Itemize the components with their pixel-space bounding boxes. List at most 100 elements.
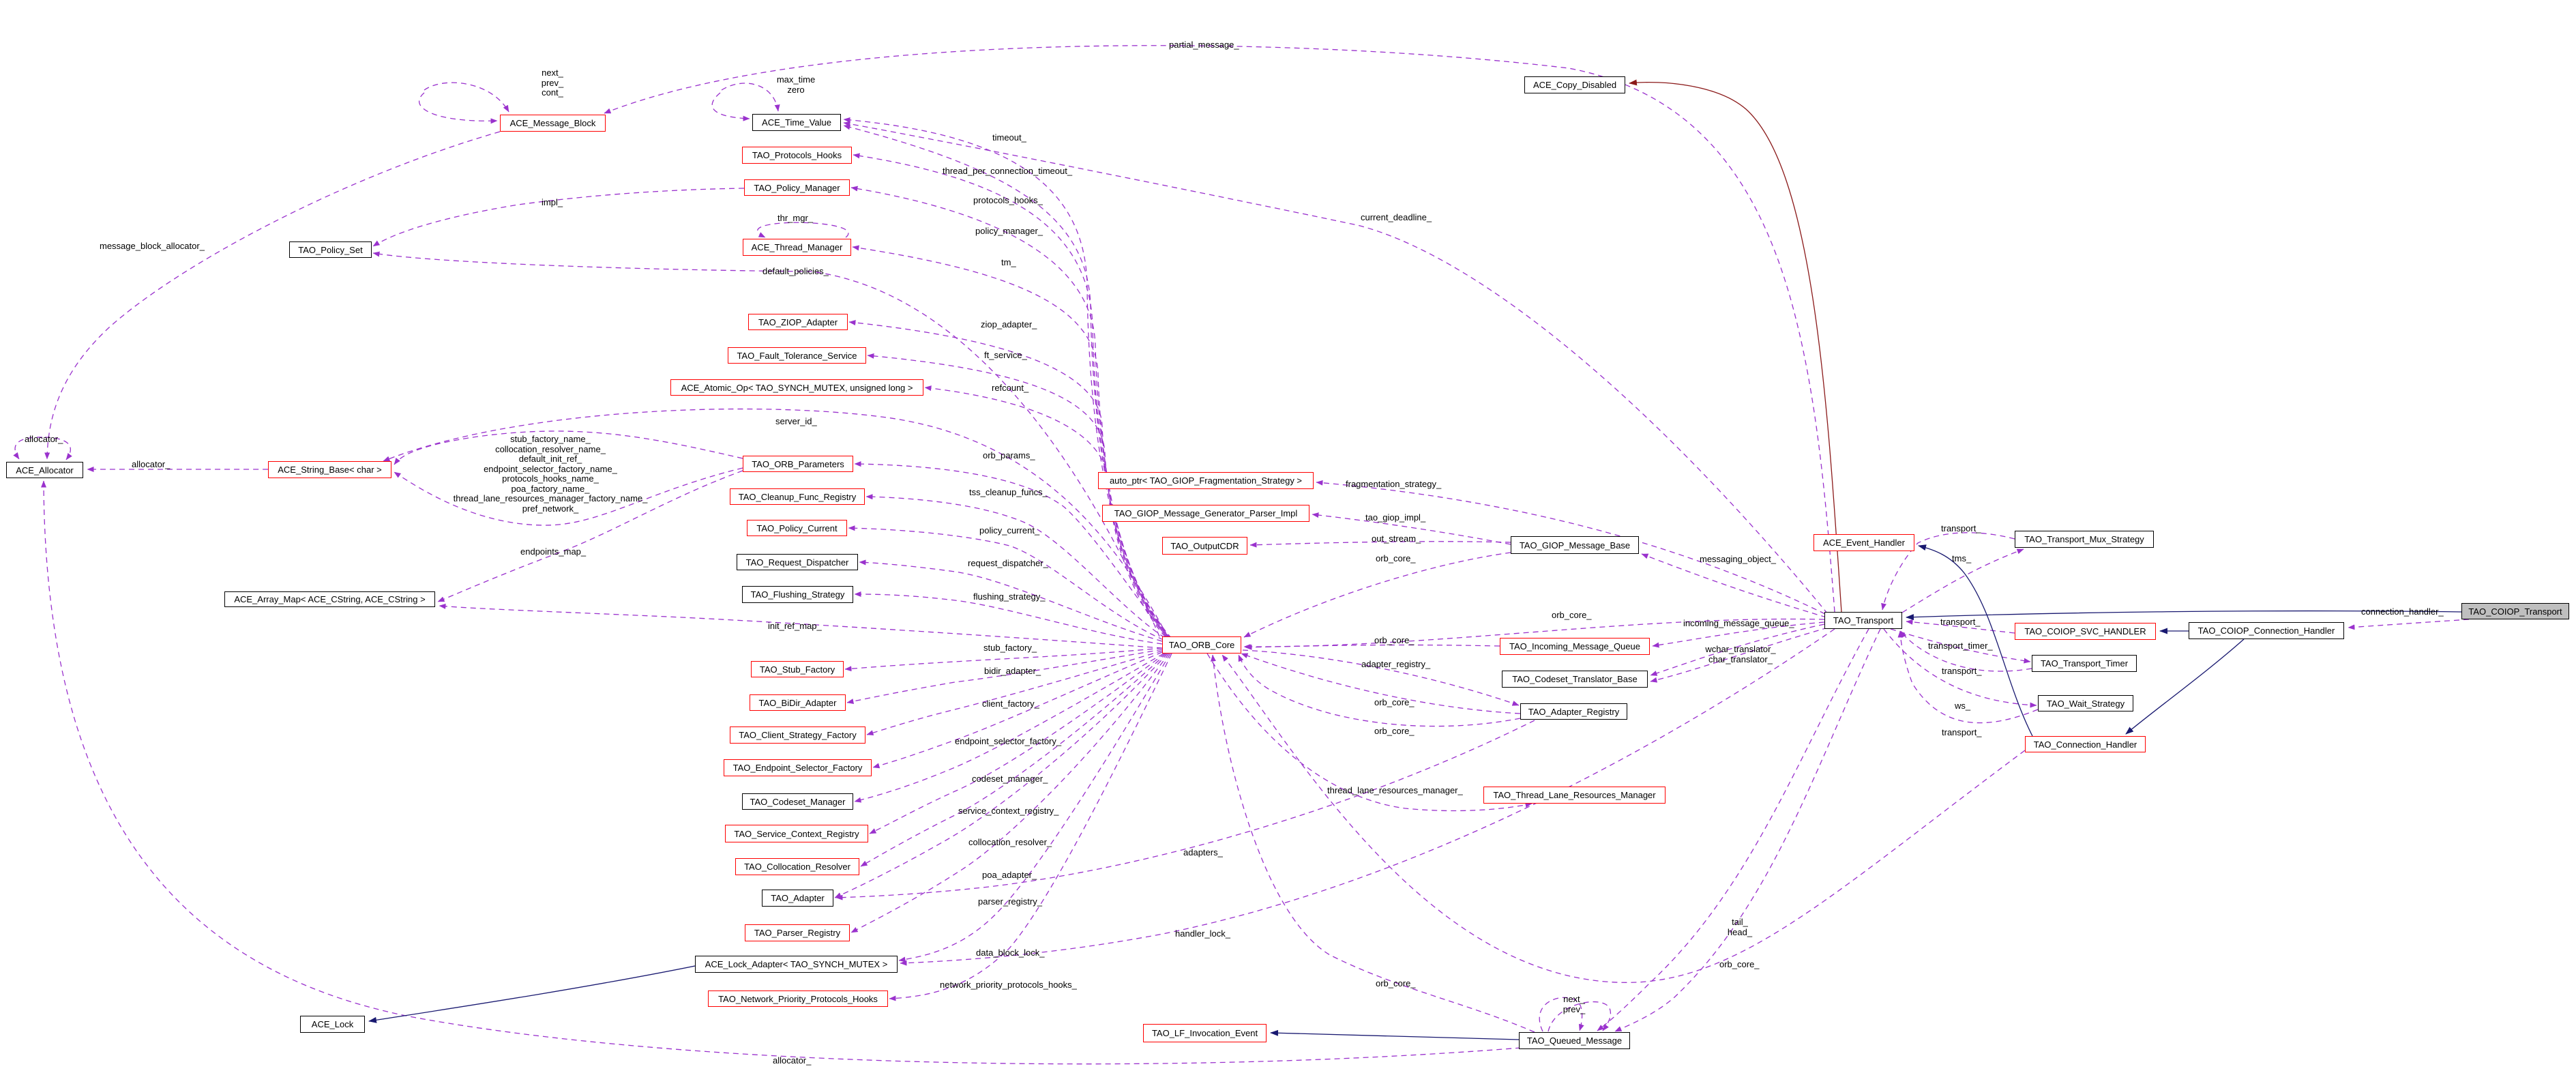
edge-transport-fragmentation-strategy bbox=[1316, 480, 1826, 615]
edge-label-client-factory: client_factory_ bbox=[982, 699, 1039, 709]
node-ace_string_base[interactable]: ACE_String_Base< char > bbox=[268, 461, 391, 478]
edge-allocator-self-loop-b bbox=[44, 437, 72, 460]
edge-label-thr-mgr: thr_mgr_ bbox=[778, 213, 814, 223]
edge-orb-core-timeout bbox=[843, 117, 1168, 639]
node-tao_protocols_hooks[interactable]: TAO_Protocols_Hooks bbox=[742, 147, 852, 164]
node-tao_client_strategy_factory[interactable]: TAO_Client_Strategy_Factory bbox=[730, 727, 865, 744]
node-tao_orb_core[interactable]: TAO_ORB_Core bbox=[1162, 636, 1241, 654]
edge-lock-adapter-inherits-ace-lock bbox=[368, 965, 696, 1023]
node-tao_bidir_adapter[interactable]: TAO_BiDir_Adapter bbox=[750, 694, 846, 711]
node-tao_giop_message_base[interactable]: TAO_GIOP_Message_Base bbox=[1511, 536, 1639, 554]
node-tao_incoming_message_queue[interactable]: TAO_Incoming_Message_Queue bbox=[1500, 638, 1650, 655]
edge-label-refcount: refcount_ bbox=[992, 383, 1029, 393]
edge-orb-core-server-id bbox=[383, 408, 1168, 637]
node-ace_array_map[interactable]: ACE_Array_Map< ACE_CString, ACE_CString … bbox=[224, 591, 435, 607]
edge-transport-messaging-object bbox=[1641, 553, 1827, 618]
edge-orb-core-collocation-resolver bbox=[860, 653, 1167, 867]
node-tao_outputcdr[interactable]: TAO_OutputCDR bbox=[1162, 537, 1247, 555]
edge-transport-partial-message bbox=[604, 45, 1835, 613]
node-ace_time_value[interactable]: ACE_Time_Value bbox=[752, 114, 841, 131]
edge-orb-core-policy-current bbox=[848, 525, 1164, 641]
node-tao_cleanup_func_registry[interactable]: TAO_Cleanup_Func_Registry bbox=[730, 488, 865, 505]
edge-label-flushing-strategy: flushing_strategy_ bbox=[973, 591, 1046, 602]
edge-message-block-self-loop-a bbox=[424, 82, 509, 113]
edge-transport-tms bbox=[1901, 548, 2024, 613]
node-tao_service_context_registry[interactable]: TAO_Service_Context_Registry bbox=[725, 825, 868, 842]
edge-label-orb-core: orb_core_ bbox=[1374, 697, 1415, 707]
edge-label-message-block-allocator: message_block_allocator_ bbox=[100, 241, 205, 251]
node-ace_thread_manager[interactable]: ACE_Thread_Manager bbox=[743, 239, 851, 256]
node-tao_codeset_manager[interactable]: TAO_Codeset_Manager bbox=[742, 793, 853, 810]
node-tao_request_dispatcher[interactable]: TAO_Request_Dispatcher bbox=[737, 554, 858, 570]
node-ace_event_handler[interactable]: ACE_Event_Handler bbox=[1813, 534, 1914, 551]
node-tao_lf_invocation_event[interactable]: TAO_LF_Invocation_Event bbox=[1143, 1024, 1267, 1042]
edge-time-value-self-loop-a bbox=[721, 83, 780, 112]
node-tao_stub_factory[interactable]: TAO_Stub_Factory bbox=[751, 661, 844, 677]
edge-adapter-registry-orb-core-2 bbox=[1238, 654, 1521, 727]
edge-label-ws: ws_ bbox=[1955, 701, 1971, 711]
node-tao_network_priority_protocols_hooks[interactable]: TAO_Network_Priority_Protocols_Hooks bbox=[708, 990, 888, 1007]
edge-label-next: next_ prev_ cont_ bbox=[541, 68, 564, 98]
node-tao_codeset_translator_base[interactable]: TAO_Codeset_Translator_Base bbox=[1502, 671, 1648, 688]
node-tao_parser_registry[interactable]: TAO_Parser_Registry bbox=[745, 924, 850, 941]
node-tao_flushing_strategy[interactable]: TAO_Flushing_Strategy bbox=[742, 586, 853, 603]
edge-label-tms: tms_ bbox=[1952, 553, 1972, 563]
node-tao_coiop_connection_handler[interactable]: TAO_COIOP_Connection_Handler bbox=[2189, 622, 2344, 639]
node-tao_collocation_resolver[interactable]: TAO_Collocation_Resolver bbox=[735, 858, 859, 875]
node-tao_adapter_registry[interactable]: TAO_Adapter_Registry bbox=[1520, 703, 1627, 720]
edge-thread-manager-self-loop bbox=[757, 222, 849, 238]
edge-label-handler-lock: handler_lock_ bbox=[1175, 928, 1230, 939]
edge-adapter-registry-adapters bbox=[835, 720, 1535, 900]
edge-orb-core-endpoint-selector-factory bbox=[872, 651, 1163, 769]
node-tao_queued_message[interactable]: TAO_Queued_Message bbox=[1519, 1032, 1630, 1049]
edge-orb-core-orb-params bbox=[854, 461, 1167, 637]
node-ace_copy_disabled[interactable]: ACE_Copy_Disabled bbox=[1524, 76, 1625, 93]
node-ace_lock[interactable]: ACE_Lock bbox=[300, 1016, 365, 1033]
node-tao_wait_strategy[interactable]: TAO_Wait_Strategy bbox=[2038, 695, 2133, 711]
node-tao_orb_parameters[interactable]: TAO_ORB_Parameters bbox=[743, 456, 853, 472]
node-tao_transport[interactable]: TAO_Transport bbox=[1824, 612, 1902, 629]
edge-label-thread-lane-resources-manager: thread_lane_resources_manager_ bbox=[1327, 785, 1463, 795]
edge-orb-core-network-priority-protocols-hooks bbox=[889, 653, 1172, 1001]
edge-orb-core-refcount bbox=[924, 385, 1172, 645]
node-tao_connection_handler[interactable]: TAO_Connection_Handler bbox=[2025, 736, 2146, 752]
edge-label-init-ref-map: init_ref_map_ bbox=[768, 621, 822, 631]
edge-transport-wchar-translator bbox=[1650, 623, 1825, 676]
node-tao_policy_current[interactable]: TAO_Policy_Current bbox=[747, 520, 847, 536]
node-ace_atomic_op[interactable]: ACE_Atomic_Op< TAO_SYNCH_MUTEX, unsigned… bbox=[670, 379, 923, 396]
edge-label-codeset-manager: codeset_manager_ bbox=[972, 774, 1048, 784]
node-tao_giop_msg_gen_parser[interactable]: TAO_GIOP_Message_Generator_Parser_Impl bbox=[1102, 505, 1309, 522]
node-tao_transport_timer[interactable]: TAO_Transport_Timer bbox=[2032, 655, 2137, 672]
edge-label-server-id: server_id_ bbox=[775, 416, 817, 426]
edge-connection-handler-inherits-event-handler bbox=[1918, 544, 2033, 737]
edge-policy-manager-impl bbox=[372, 188, 745, 247]
node-ace_message_block[interactable]: ACE_Message_Block bbox=[500, 115, 606, 132]
node-tao_endpoint_selector_factory[interactable]: TAO_Endpoint_Selector_Factory bbox=[724, 759, 872, 776]
node-tao_ziop_adapter[interactable]: TAO_ZIOP_Adapter bbox=[748, 314, 848, 330]
node-ace_lock_adapter[interactable]: ACE_Lock_Adapter< TAO_SYNCH_MUTEX > bbox=[695, 956, 898, 973]
edge-label-current-deadline: current_deadline_ bbox=[1361, 212, 1432, 222]
node-tao_transport_mux_strategy[interactable]: TAO_Transport_Mux_Strategy bbox=[2015, 531, 2154, 548]
edge-label-thread-per-connection-timeout: thread_per_connection_timeout_ bbox=[943, 166, 1073, 176]
node-tao_policy_set[interactable]: TAO_Policy_Set bbox=[289, 241, 372, 258]
edge-label-timeout: timeout_ bbox=[992, 132, 1026, 143]
node-tao_adapter[interactable]: TAO_Adapter bbox=[762, 890, 833, 907]
edge-label-data-block-lock: data_block_lock_ bbox=[976, 948, 1045, 958]
node-tao_policy_manager[interactable]: TAO_Policy_Manager bbox=[744, 179, 850, 196]
edge-label-next: next_ prev_ bbox=[1563, 994, 1586, 1014]
edge-orb-core-flushing-strategy bbox=[854, 591, 1163, 645]
edge-transport-ws bbox=[1883, 628, 2037, 708]
node-tao_coiop_svc_handler[interactable]: TAO_COIOP_SVC_HANDLER bbox=[2015, 623, 2156, 640]
edge-label-orb-params: orb_params_ bbox=[983, 450, 1035, 460]
edge-label-stub-factory-name: stub_factory_name_ collocation_resolver_… bbox=[453, 434, 648, 514]
edge-orb-core-codeset-manager bbox=[854, 653, 1164, 803]
node-tao_thread_lane_resources_manager[interactable]: TAO_Thread_Lane_Resources_Manager bbox=[1483, 787, 1665, 804]
edge-label-parser-registry: parser_registry_ bbox=[978, 896, 1042, 907]
edge-label-messaging-object: messaging_object_ bbox=[1700, 554, 1777, 564]
edge-label-orb-core: orb_core_ bbox=[1376, 978, 1416, 988]
node-tao_fault_tolerance_service[interactable]: TAO_Fault_Tolerance_Service bbox=[728, 347, 866, 364]
node-ace_allocator[interactable]: ACE_Allocator bbox=[6, 462, 83, 478]
edge-label-network-priority-protocols-hooks: network_priority_protocols_hooks_ bbox=[940, 980, 1077, 990]
node-auto_ptr_frag[interactable]: auto_ptr< TAO_GIOP_Fragmentation_Strateg… bbox=[1098, 472, 1314, 489]
